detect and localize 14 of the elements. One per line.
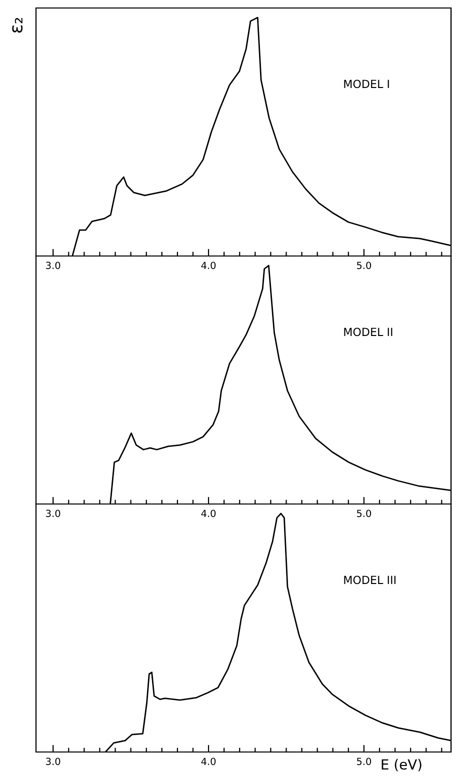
- x-tick-label: 3.0: [46, 758, 60, 766]
- annotation: MODEL II: [344, 328, 392, 336]
- y-axis-title: ε₂: [12, 18, 23, 33]
- x-tick-label: 5.0: [356, 262, 372, 270]
- annotation: MODEL III: [344, 576, 396, 584]
- x-tick-label: 3.0: [46, 262, 60, 270]
- x-tick-label: 4.0: [201, 758, 216, 766]
- x-tick-label: 4.0: [201, 510, 216, 518]
- x-tick-label: 3.0: [46, 510, 60, 518]
- x-tick-label: 4.0: [201, 262, 216, 270]
- x-tick-label: 5.0: [356, 510, 372, 518]
- x-tick-label: 5.0: [356, 758, 372, 766]
- annotation: MODEL I: [344, 80, 389, 88]
- x-axis-title: E (eV): [382, 758, 422, 772]
